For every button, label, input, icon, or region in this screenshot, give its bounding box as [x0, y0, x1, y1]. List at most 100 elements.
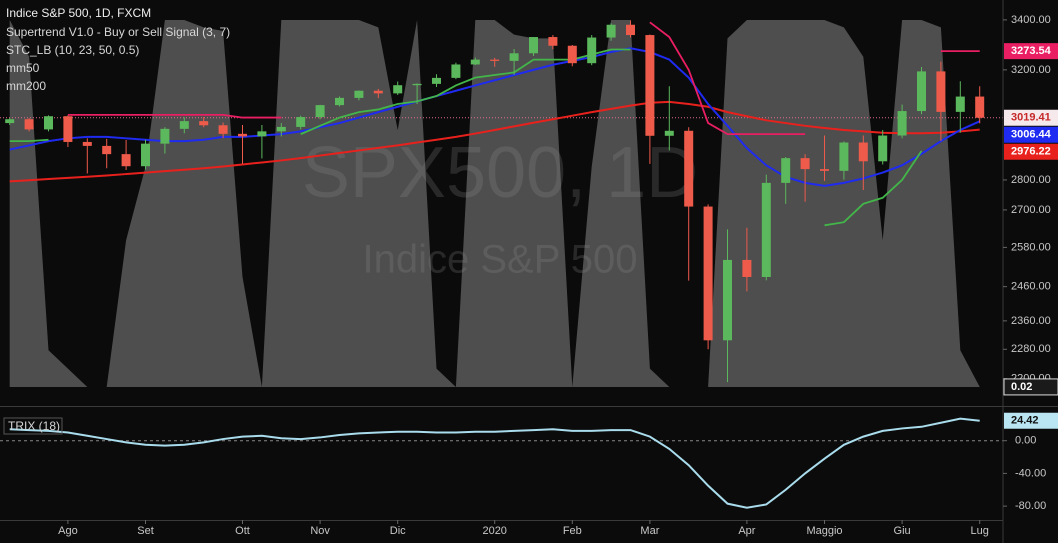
x-tick-label: Lug [971, 525, 989, 537]
price-tag-label: 0.02 [1011, 381, 1032, 393]
candle-body [179, 121, 189, 129]
candle-body [858, 142, 868, 162]
candle-body [432, 77, 441, 84]
legend-title: Indice S&P 500, 1D, FXCM [6, 6, 151, 20]
price-tag [1003, 378, 1058, 396]
candle-body [218, 125, 228, 134]
x-tick-label: Ago [58, 525, 78, 537]
candle-body [470, 59, 480, 65]
candle-body [587, 37, 597, 64]
watermark-subtitle: Indice S&P 500 [362, 238, 637, 282]
price-tag [1004, 109, 1058, 126]
x-tick-label: Dic [390, 525, 406, 537]
price-tag-label: 3273.54 [1011, 45, 1052, 57]
candle-body [606, 24, 616, 38]
candle-body [878, 135, 888, 162]
mm50-line [9, 47, 981, 187]
candle-body [141, 143, 150, 167]
price-tag-label: 24.42 [1011, 415, 1039, 427]
candle-body [839, 142, 849, 171]
candle-body [160, 128, 170, 144]
y-tick-label: 2360.00 [1011, 315, 1051, 327]
supertrend-down [649, 21, 806, 136]
y-tick-label: -80.00 [1015, 500, 1046, 512]
candle-body [63, 116, 73, 142]
price-tag-label: 3006.44 [1011, 129, 1052, 141]
legend: Indice S&P 500, 1D, FXCM Supertrend V1.0… [3, 6, 230, 435]
candle-body [703, 206, 713, 341]
y-tick-label: 3200.00 [1011, 64, 1051, 76]
candle-body [296, 117, 306, 127]
candle-body [199, 121, 209, 126]
x-tick-label: Maggio [806, 525, 842, 537]
x-tick-label: Apr [738, 525, 755, 537]
candle-body [315, 105, 325, 118]
legend-item: mm200 [6, 79, 46, 93]
mm200-line [9, 100, 980, 183]
candle-body [24, 119, 34, 130]
candle-body [121, 154, 131, 167]
candle-body [955, 96, 965, 112]
candle-body [276, 126, 286, 132]
trix-legend-box [3, 417, 63, 435]
candle-body [82, 141, 92, 146]
supertrend-up [824, 150, 923, 227]
y-tick-label: 0.00 [1015, 435, 1036, 447]
candle-body [800, 158, 810, 170]
candle-body [684, 130, 694, 207]
y-tick-label: 2580.00 [1011, 241, 1051, 253]
x-tick-label: Feb [563, 525, 582, 537]
candle-body [257, 131, 267, 137]
candle-body [451, 64, 461, 78]
candle-body [529, 37, 538, 54]
candle-body [742, 259, 752, 277]
candle-body [975, 96, 985, 118]
candle-body [723, 259, 732, 341]
candle-body [820, 169, 829, 171]
candle-body [44, 116, 53, 130]
price-tag [1004, 43, 1058, 60]
price-tag-label: 3019.41 [1011, 112, 1051, 124]
candle-body [917, 71, 926, 112]
candle-body [5, 119, 15, 124]
y-tick-label: 2460.00 [1011, 281, 1051, 293]
candle-body [102, 145, 112, 155]
candle-body [781, 158, 791, 183]
legend-item: Supertrend V1.0 - Buy or Sell Signal (3,… [6, 25, 230, 39]
candle-body [354, 90, 364, 98]
y-tick-label: 2700.00 [1011, 204, 1051, 216]
candle-body [373, 90, 383, 94]
candle-body [626, 24, 635, 36]
trix-title: TRIX (18) [8, 419, 60, 433]
candle-body [393, 85, 403, 94]
legend-item: STC_LB (10, 23, 50, 0.5) [6, 43, 139, 57]
candle-body [567, 45, 577, 64]
price-tag-label: 2976.22 [1011, 146, 1051, 158]
y-tick-label: 2280.00 [1011, 343, 1051, 355]
candle-body [335, 97, 344, 106]
x-tick-label: Nov [310, 525, 330, 537]
price-tag [1004, 126, 1058, 143]
supertrend-up [9, 138, 49, 143]
candle-body [509, 53, 519, 61]
candle-body [664, 130, 674, 136]
candle-body [897, 111, 907, 136]
x-tick-label: Ott [235, 525, 250, 537]
x-tick-label: Giu [894, 525, 911, 537]
y-tick-label: 2800.00 [1011, 174, 1051, 186]
candle-body [645, 35, 655, 136]
x-tick-label: Mar [640, 525, 659, 537]
candle-body [490, 59, 500, 61]
legend-item: mm50 [6, 61, 40, 75]
candle-body [548, 37, 558, 46]
y-tick-label: 3400.00 [1011, 14, 1051, 26]
watermark: SPX500, 1D [302, 133, 698, 213]
trix-line [9, 417, 980, 509]
candle-body [936, 71, 946, 112]
stc-area [9, 20, 980, 387]
x-tick-label: 2020 [482, 525, 506, 537]
supertrend-down [67, 113, 282, 119]
price-tag [1004, 143, 1058, 160]
